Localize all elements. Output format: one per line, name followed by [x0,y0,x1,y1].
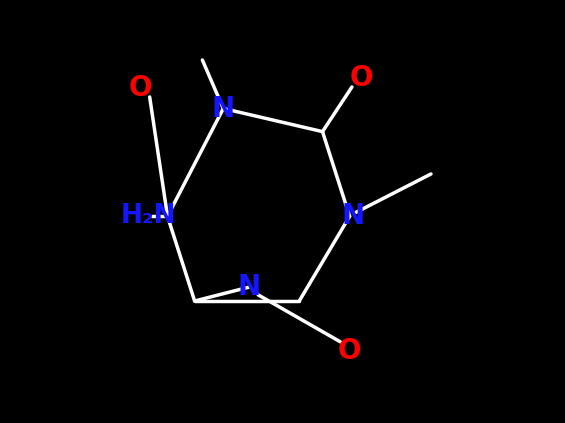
Text: H₂N: H₂N [121,203,176,229]
Text: O: O [338,337,362,365]
Text: O: O [350,64,373,92]
Text: O: O [129,74,152,102]
Text: N: N [212,94,235,123]
Text: N: N [342,202,365,230]
Text: N: N [237,273,260,301]
